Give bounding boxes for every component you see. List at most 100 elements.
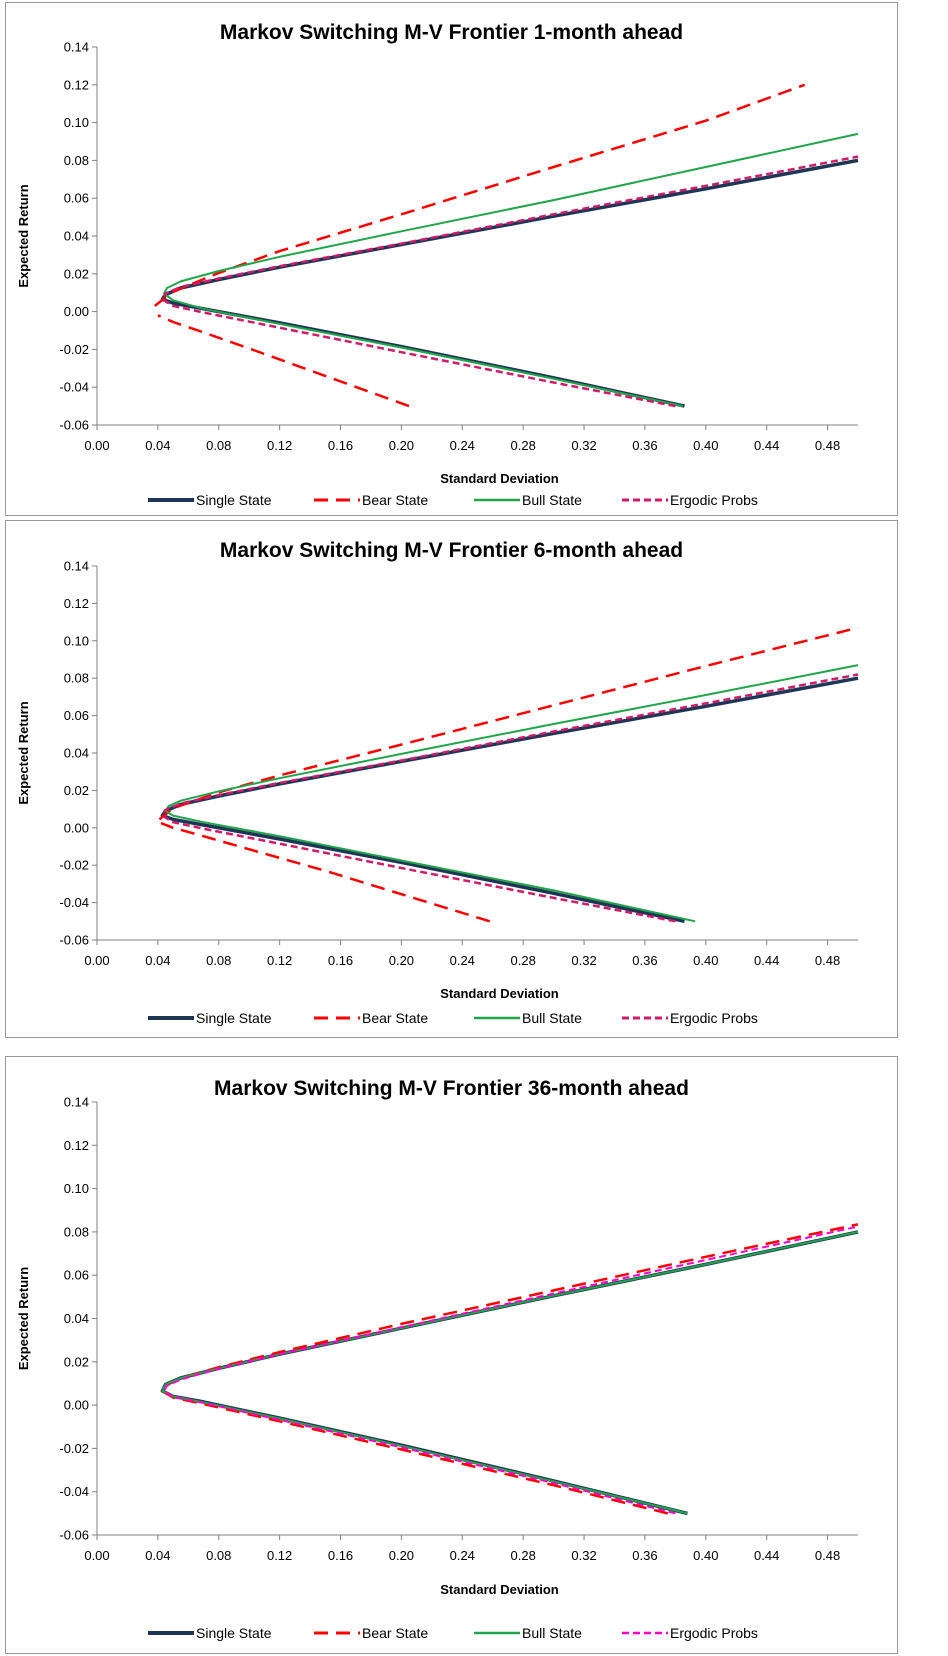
x-tick-label: 0.40 — [693, 1548, 718, 1563]
x-tick-label: 0.16 — [328, 1548, 353, 1563]
frontier-chart-1month: Markov Switching M-V Frontier 1-month ah… — [16, 21, 859, 508]
series-line-bear-state — [158, 626, 859, 821]
x-tick-label: 0.36 — [632, 1548, 657, 1563]
x-tick-label: 0.24 — [450, 438, 475, 453]
frontier-chart-36month: Markov Switching M-V Frontier 36-month a… — [16, 1077, 859, 1641]
x-tick-label: 0.16 — [328, 953, 353, 968]
x-axis-label: Standard Deviation — [440, 986, 559, 1001]
legend-label: Single State — [196, 1625, 272, 1641]
series-line-single-state — [160, 676, 859, 924]
legend-label: Bear State — [362, 1625, 428, 1641]
x-tick-label: 0.24 — [450, 953, 475, 968]
y-tick-label: 0.00 — [64, 1398, 89, 1413]
x-axis-label: Standard Deviation — [440, 471, 559, 486]
y-tick-label: 0.12 — [64, 77, 89, 92]
y-tick-label: 0.10 — [64, 633, 89, 648]
y-tick-label: 0.08 — [64, 153, 89, 168]
y-tick-label: 0.02 — [64, 783, 89, 798]
y-tick-label: -0.06 — [59, 1528, 89, 1543]
chart-panel-6month: Markov Switching M-V Frontier 6-month ah… — [5, 520, 898, 1038]
x-tick-label: 0.08 — [206, 438, 231, 453]
x-tick-label: 0.08 — [206, 1548, 231, 1563]
x-tick-label: 0.48 — [815, 438, 840, 453]
x-tick-label: 0.24 — [450, 1548, 475, 1563]
y-tick-label: 0.04 — [64, 1311, 89, 1326]
legend-label: Bear State — [362, 492, 428, 508]
x-tick-label: 0.28 — [511, 1548, 536, 1563]
y-tick-label: 0.00 — [64, 304, 89, 319]
x-tick-label: 0.40 — [693, 953, 718, 968]
x-tick-label: 0.20 — [389, 953, 414, 968]
x-tick-label: 0.44 — [754, 1548, 779, 1563]
series-line-bull-state — [164, 664, 859, 923]
x-tick-label: 0.32 — [571, 953, 596, 968]
legend-label: Bull State — [522, 1625, 582, 1641]
series-line-ergodic-probs — [161, 673, 859, 923]
x-tick-label: 0.44 — [754, 438, 779, 453]
series-line-bull-state — [163, 132, 859, 408]
y-tick-label: -0.02 — [59, 1441, 89, 1456]
x-tick-label: 0.12 — [267, 1548, 292, 1563]
y-tick-label: 0.14 — [64, 1095, 89, 1110]
x-tick-label: 0.12 — [267, 953, 292, 968]
chart-title: Markov Switching M-V Frontier 6-month ah… — [220, 539, 683, 562]
x-tick-label: 0.12 — [267, 438, 292, 453]
frontier-chart-6month: Markov Switching M-V Frontier 6-month ah… — [16, 539, 859, 1026]
y-tick-label: 0.12 — [64, 1138, 89, 1153]
x-tick-label: 0.44 — [754, 953, 779, 968]
y-tick-label: 0.04 — [64, 746, 89, 761]
series-line-bear-state — [154, 83, 806, 307]
legend-label: Single State — [196, 492, 272, 508]
y-tick-label: -0.04 — [59, 1484, 89, 1499]
x-tick-label: 0.04 — [145, 438, 170, 453]
legend-label: Ergodic Probs — [670, 1010, 758, 1026]
x-tick-label: 0.08 — [206, 953, 231, 968]
legend-label: Single State — [196, 1010, 272, 1026]
y-tick-label: 0.06 — [64, 191, 89, 206]
y-tick-label: -0.02 — [59, 858, 89, 873]
x-tick-label: 0.04 — [145, 953, 170, 968]
y-tick-label: 0.06 — [64, 1268, 89, 1283]
x-tick-label: 0.04 — [145, 1548, 170, 1563]
y-tick-label: -0.02 — [59, 342, 89, 357]
series-line-ergodic-probs — [161, 155, 859, 408]
y-tick-label: 0.02 — [64, 266, 89, 281]
chart-panel-1month: Markov Switching M-V Frontier 1-month ah… — [5, 2, 898, 516]
series-line-bear-state — [160, 821, 491, 923]
y-tick-label: 0.12 — [64, 596, 89, 611]
y-tick-label: 0.00 — [64, 820, 89, 835]
x-tick-label: 0.48 — [815, 953, 840, 968]
y-tick-label: -0.06 — [59, 933, 89, 948]
legend-label: Bull State — [522, 1010, 582, 1026]
chart-title: Markov Switching M-V Frontier 1-month ah… — [220, 21, 683, 44]
x-tick-label: 0.48 — [815, 1548, 840, 1563]
series-line-bull-state — [161, 1230, 859, 1515]
y-tick-label: -0.04 — [59, 380, 89, 395]
x-tick-label: 0.36 — [632, 953, 657, 968]
y-tick-label: 0.14 — [64, 40, 89, 55]
y-tick-label: 0.04 — [64, 229, 89, 244]
x-tick-label: 0.00 — [84, 953, 109, 968]
x-tick-label: 0.00 — [84, 438, 109, 453]
y-tick-label: 0.10 — [64, 1181, 89, 1196]
x-tick-label: 0.28 — [511, 953, 536, 968]
x-tick-label: 0.20 — [389, 1548, 414, 1563]
legend-label: Ergodic Probs — [670, 492, 758, 508]
x-tick-label: 0.00 — [84, 1548, 109, 1563]
chart-panel-36month: Markov Switching M-V Frontier 36-month a… — [5, 1056, 898, 1654]
legend-label: Bull State — [522, 492, 582, 508]
series-line-bear-state — [157, 314, 410, 408]
y-tick-label: 0.08 — [64, 671, 89, 686]
y-axis-label: Expected Return — [16, 184, 31, 287]
x-tick-label: 0.40 — [693, 438, 718, 453]
y-tick-label: 0.10 — [64, 115, 89, 130]
series-line-bear-state — [161, 1223, 859, 1515]
legend-label: Ergodic Probs — [670, 1625, 758, 1641]
y-tick-label: 0.02 — [64, 1354, 89, 1369]
x-tick-label: 0.20 — [389, 438, 414, 453]
x-axis-label: Standard Deviation — [440, 1582, 559, 1597]
y-tick-label: 0.06 — [64, 708, 89, 723]
x-tick-label: 0.16 — [328, 438, 353, 453]
chart-title: Markov Switching M-V Frontier 36-month a… — [214, 1077, 689, 1100]
x-tick-label: 0.36 — [632, 438, 657, 453]
